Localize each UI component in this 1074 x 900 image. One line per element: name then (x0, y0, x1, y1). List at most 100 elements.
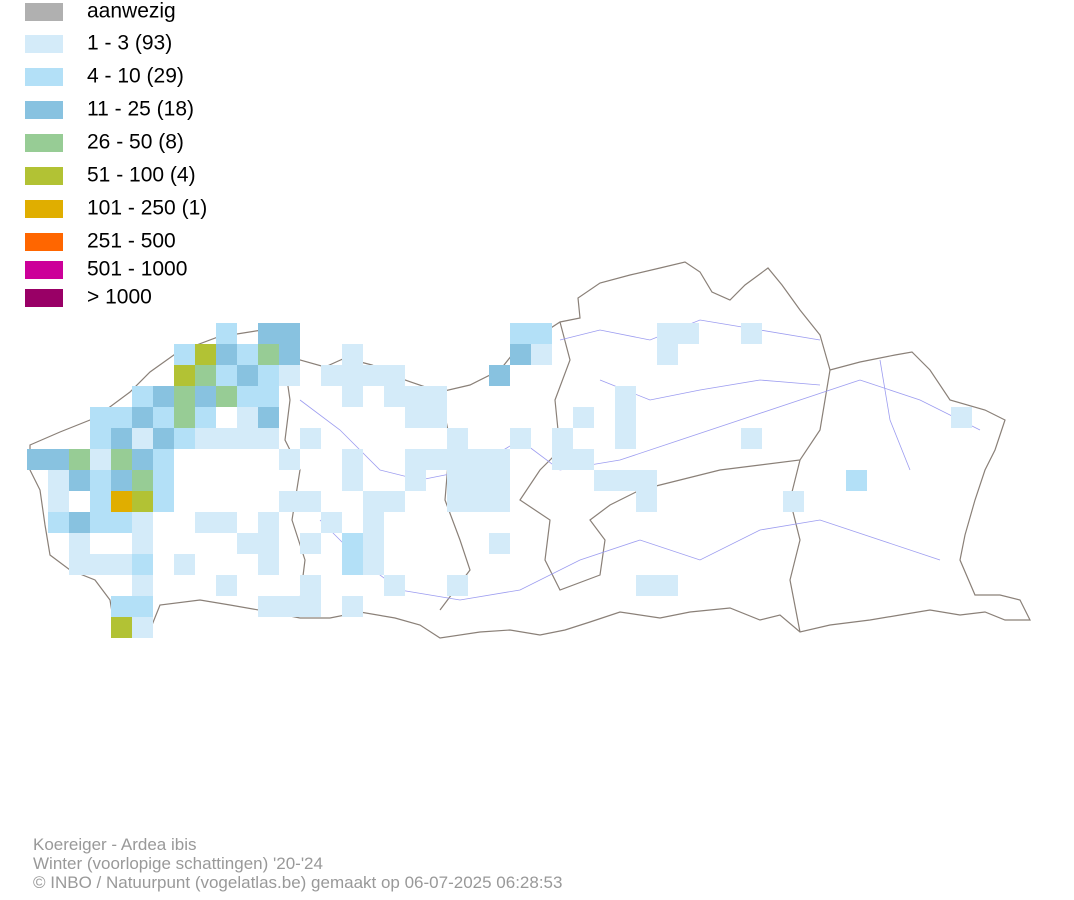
period: Winter (voorlopige schattingen) '20-'24 (33, 854, 323, 873)
grid-cell (300, 596, 321, 617)
legend-label: > 1000 (87, 286, 152, 309)
grid-cell (174, 365, 195, 386)
grid-cell (111, 428, 132, 449)
legend-label: 51 - 100 (4) (87, 164, 196, 187)
legend-label: 251 - 500 (87, 230, 176, 253)
legend-swatch (25, 261, 63, 279)
grid-cell (111, 512, 132, 533)
grid-cell (657, 323, 678, 344)
grid-cell (90, 428, 111, 449)
grid-cell (111, 617, 132, 638)
grid-cell (90, 512, 111, 533)
grid-cell (153, 386, 174, 407)
grid-cell (174, 407, 195, 428)
grid-cell (405, 449, 426, 470)
grid-cell (342, 386, 363, 407)
grid-cell (468, 470, 489, 491)
grid-cell (132, 470, 153, 491)
legend-swatch (25, 134, 63, 152)
grid-cell (384, 386, 405, 407)
grid-cell (279, 365, 300, 386)
grid-cell (216, 512, 237, 533)
grid-cell (216, 575, 237, 596)
grid-cell (216, 344, 237, 365)
grid-cell (258, 407, 279, 428)
grid-cell (741, 428, 762, 449)
grid-cell (342, 365, 363, 386)
grid-cell (216, 386, 237, 407)
grid-cell (111, 407, 132, 428)
grid-cell (153, 491, 174, 512)
legend-swatch (25, 35, 63, 53)
grid-cell (342, 533, 363, 554)
legend: aanwezig 1 - 3 (93) 4 - 10 (29) 11 - 25 (18… (25, 0, 207, 309)
grid-cell (300, 533, 321, 554)
grid-cell (552, 449, 573, 470)
grid-cell (447, 428, 468, 449)
grid-cell (300, 575, 321, 596)
legend-label: 501 - 1000 (87, 258, 187, 281)
grid-cell (447, 470, 468, 491)
credit: © INBO / Natuurpunt (vogelatlas.be) gema… (33, 873, 562, 892)
species-name: Koereiger - Ardea ibis (33, 835, 196, 854)
grid-cell (300, 428, 321, 449)
grid-cell (447, 491, 468, 512)
grid-cell (531, 323, 552, 344)
grid-cell (195, 344, 216, 365)
rivers (299, 319, 981, 601)
grid-cell (258, 554, 279, 575)
grid-cell (447, 449, 468, 470)
grid-cell (132, 407, 153, 428)
grid-cell (132, 617, 153, 638)
grid-cell (300, 491, 321, 512)
grid-cell (258, 323, 279, 344)
grid-cell (741, 323, 762, 344)
grid-cell (153, 428, 174, 449)
grid-cell (594, 470, 615, 491)
grid-cell (489, 449, 510, 470)
grid-cell (279, 323, 300, 344)
legend-swatch (25, 289, 63, 307)
grid-cell (279, 344, 300, 365)
grid-cell (426, 449, 447, 470)
grid-cell (111, 470, 132, 491)
grid-cell (153, 470, 174, 491)
legend-label: 1 - 3 (93) (87, 32, 172, 55)
grid-cell (258, 596, 279, 617)
legend-label: 11 - 25 (18) (87, 98, 194, 121)
grid-cell (258, 428, 279, 449)
grid-cell (174, 428, 195, 449)
legend-label: aanwezig (87, 0, 176, 23)
grid-cell (258, 512, 279, 533)
grid-cell (510, 428, 531, 449)
grid-cell (552, 428, 573, 449)
grid-cell (27, 449, 48, 470)
grid-cell (636, 491, 657, 512)
grid-cell (951, 407, 972, 428)
grid-cell (636, 575, 657, 596)
grid-cell (615, 386, 636, 407)
grid-cell (342, 470, 363, 491)
grid-cell (132, 554, 153, 575)
grid-cell (510, 344, 531, 365)
grid-cell (132, 491, 153, 512)
grid-cell (48, 470, 69, 491)
grid-cell (384, 575, 405, 596)
grid-cell (258, 344, 279, 365)
grid-cell (90, 407, 111, 428)
grid-cell (489, 533, 510, 554)
grid-cell (279, 491, 300, 512)
grid-cell (195, 512, 216, 533)
legend-swatch (25, 3, 63, 21)
legend-swatch (25, 233, 63, 251)
grid-cell (195, 386, 216, 407)
grid-cell (447, 575, 468, 596)
grid-cell (69, 449, 90, 470)
grid-cell (48, 512, 69, 533)
grid-cell (132, 428, 153, 449)
grid-cell (489, 470, 510, 491)
grid-cell (426, 407, 447, 428)
grid-cell (237, 428, 258, 449)
grid-cell (846, 470, 867, 491)
